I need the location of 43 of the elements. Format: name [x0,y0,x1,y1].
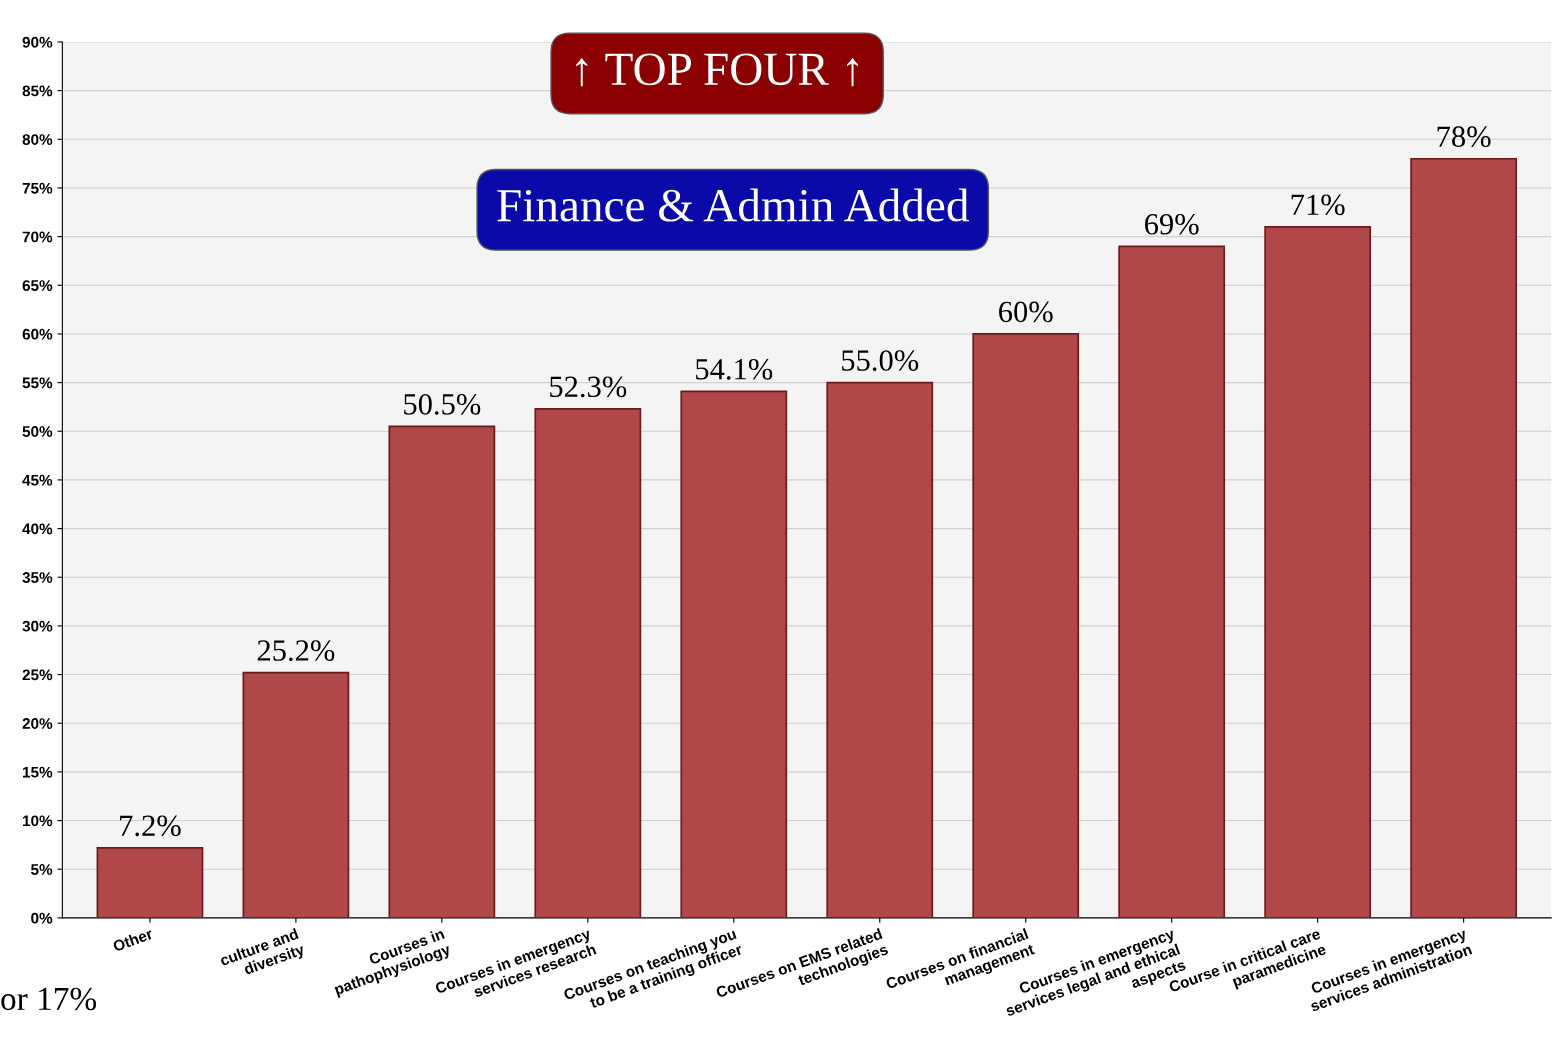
y-tick-label: 65% [22,280,53,291]
y-tick-label: 75% [22,182,53,194]
data-label: 71% [1291,194,1345,216]
data-label: 69% [1145,213,1199,235]
y-tick-label: 25% [22,669,53,681]
y-tick-label: 5% [31,864,53,875]
bar [972,333,1080,918]
bar [96,846,204,918]
bar [826,381,934,918]
y-tick-label: 85% [22,85,53,97]
data-label: 52.3% [550,376,627,398]
data-label: 55.0% [842,350,919,371]
bar [1410,157,1518,918]
y-tick-label: 50% [22,426,53,437]
y-tick-label: 90% [22,36,53,48]
x-tick-label: Other [112,927,154,952]
y-tick-label: 55% [22,377,53,389]
y-tick-label: 70% [22,231,53,243]
y-tick-label: 60% [22,328,53,340]
text: or 17% [1,987,97,1011]
data-label: 25.2% [257,640,335,661]
y-tick-label: 35% [22,572,53,583]
y-tick-label: 40% [22,523,53,535]
data-label: 7.2% [120,815,181,837]
data-label: 50.5% [404,394,481,415]
bar [534,408,642,918]
y-tick-label: 20% [22,718,53,729]
data-label: 54.1% [696,358,773,380]
bar [1118,245,1226,918]
bar [388,425,496,918]
data-label: 78% [1437,126,1491,148]
annotation: Finance & Admin Added [497,188,969,222]
bar [1264,226,1372,918]
bar [680,390,788,918]
annotation: ↑ TOP FOUR ↑ [576,53,859,87]
data-label: 60% [999,301,1053,323]
y-tick-label: 30% [22,620,53,632]
y-tick-label: 45% [22,474,53,486]
y-tick-label: 80% [22,134,53,145]
bar [242,671,350,918]
y-tick-label: 15% [23,766,53,778]
y-tick-label: 10% [23,815,53,827]
y-tick-label: 0% [31,912,53,924]
